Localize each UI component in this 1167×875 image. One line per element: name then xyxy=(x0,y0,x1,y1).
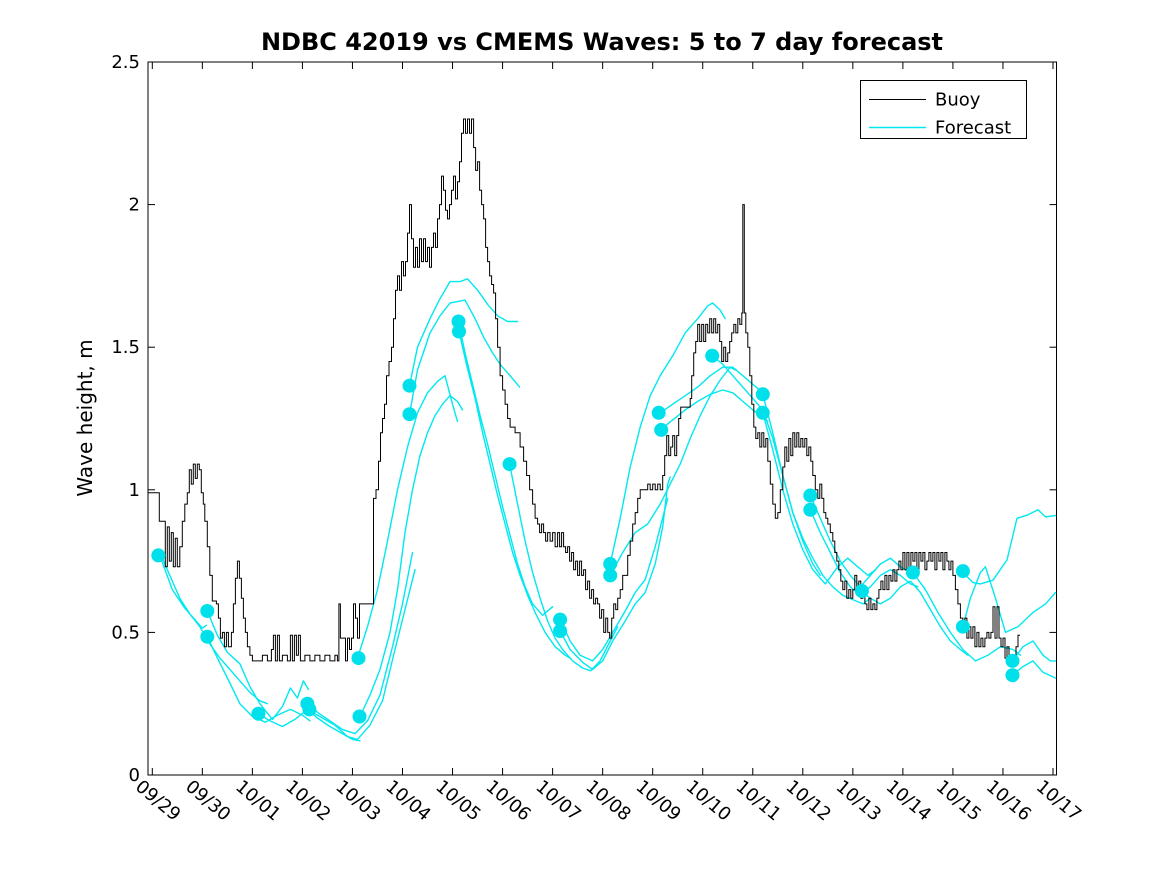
x-tick-label: 09/30 xyxy=(181,776,234,825)
x-tick-label: 10/16 xyxy=(982,776,1035,825)
buoy-series-line xyxy=(147,118,1020,662)
forecast-marker-dot xyxy=(1005,668,1020,683)
forecast-segment-line xyxy=(762,412,877,585)
x-tick-label: 10/02 xyxy=(281,776,334,825)
y-tick-label: 2 xyxy=(129,195,140,216)
forecast-marker-dot xyxy=(451,314,466,329)
forecast-segment-line xyxy=(962,509,1057,585)
forecast-segment-line xyxy=(408,278,519,387)
forecast-marker-dot xyxy=(502,457,517,472)
forecast-segment-line xyxy=(609,366,736,577)
forecast-marker-dot xyxy=(705,348,720,363)
x-tick-label: 10/11 xyxy=(732,776,785,825)
marker-layer xyxy=(151,314,1020,724)
forecast-segment-line xyxy=(609,302,726,565)
forecast-marker-dot xyxy=(553,612,568,627)
forecast-marker-dot xyxy=(654,422,669,437)
forecast-marker-dot xyxy=(854,584,869,598)
forecast-segment-line xyxy=(1011,660,1057,679)
y-tick-label: 1 xyxy=(129,480,140,501)
forecast-segment-line xyxy=(859,580,969,656)
forecast-segment-line xyxy=(457,320,554,616)
x-tick-label: 10/12 xyxy=(782,776,835,825)
forecast-marker-dot xyxy=(302,702,317,717)
forecast-marker-dot xyxy=(452,324,466,339)
legend-box xyxy=(860,80,1027,139)
forecast-segment-line xyxy=(712,355,821,577)
x-tick-label: 10/17 xyxy=(1032,776,1085,825)
forecast-segment-line xyxy=(309,569,416,741)
x-tick-label: 10/03 xyxy=(331,776,384,825)
forecast-marker-dot xyxy=(352,709,367,724)
forecast-segment-line xyxy=(762,393,872,605)
forecast-segment-line xyxy=(912,571,1022,662)
legend-buoy-label: Buoy xyxy=(935,90,981,111)
y-axis-label: Wave height, m xyxy=(73,339,97,496)
y-tick-label: 0 xyxy=(129,765,140,786)
forecast-segment-line xyxy=(508,463,619,672)
forecast-segment-line xyxy=(1011,640,1057,662)
forecast-marker-dot xyxy=(955,564,970,579)
x-tick-label: 10/04 xyxy=(381,776,434,825)
forecast-segment-line xyxy=(458,330,571,659)
forecast-segment-line xyxy=(559,497,669,662)
forecast-segment-line xyxy=(659,366,769,414)
forecast-segment-line xyxy=(809,494,919,588)
forecast-segment-line xyxy=(356,375,459,659)
forecast-segment-line xyxy=(307,551,414,735)
forecast-segment-line xyxy=(359,395,464,718)
x-tick-label: 10/09 xyxy=(632,776,685,825)
forecast-marker-dot xyxy=(200,629,215,644)
series-layer xyxy=(147,118,1057,742)
forecast-marker-dot xyxy=(803,488,818,503)
forecast-marker-dot xyxy=(955,619,970,634)
x-tick-label: 10/08 xyxy=(582,776,635,825)
y-tick-label: 0.5 xyxy=(111,622,140,643)
forecast-marker-dot xyxy=(402,378,417,393)
legend: Buoy Forecast xyxy=(860,80,1027,139)
forecast-marker-dot xyxy=(553,624,568,638)
forecast-marker-dot xyxy=(603,568,618,583)
plot-box xyxy=(147,61,1057,776)
x-tick-label: 10/13 xyxy=(832,776,885,825)
y-tick-label: 1.5 xyxy=(111,337,140,358)
chart-title: NDBC 42019 vs CMEMS Waves: 5 to 7 day fo… xyxy=(261,28,943,56)
forecast-marker-dot xyxy=(151,548,166,563)
x-tick-label: 10/14 xyxy=(882,776,935,825)
forecast-marker-dot xyxy=(251,706,266,721)
forecast-marker-dot xyxy=(402,407,417,422)
legend-forecast-label: Forecast xyxy=(935,118,1011,139)
forecast-marker-dot xyxy=(200,604,215,618)
forecast-marker-dot xyxy=(651,405,666,420)
forecast-marker-dot xyxy=(905,565,920,580)
forecast-marker-dot xyxy=(351,651,366,666)
y-tick-label: 2.5 xyxy=(111,52,140,73)
forecast-segment-line xyxy=(159,551,269,705)
forecast-segment-line xyxy=(559,476,671,671)
x-tick-label: 10/10 xyxy=(682,776,735,825)
forecast-segment-line xyxy=(962,566,1057,634)
x-tick-label: 10/06 xyxy=(481,776,534,825)
x-tick-label: 10/07 xyxy=(532,776,585,825)
forecast-marker-dot xyxy=(803,502,818,517)
x-tick-label: 10/05 xyxy=(431,776,484,825)
x-tick-label: 10/15 xyxy=(932,776,985,825)
forecast-marker-dot xyxy=(755,387,770,402)
forecast-marker-dot xyxy=(1005,653,1020,668)
x-tick-label: 10/01 xyxy=(231,776,284,825)
forecast-marker-dot xyxy=(755,405,770,420)
forecast-segment-line xyxy=(206,610,310,721)
forecast-marker-dot xyxy=(603,557,618,571)
